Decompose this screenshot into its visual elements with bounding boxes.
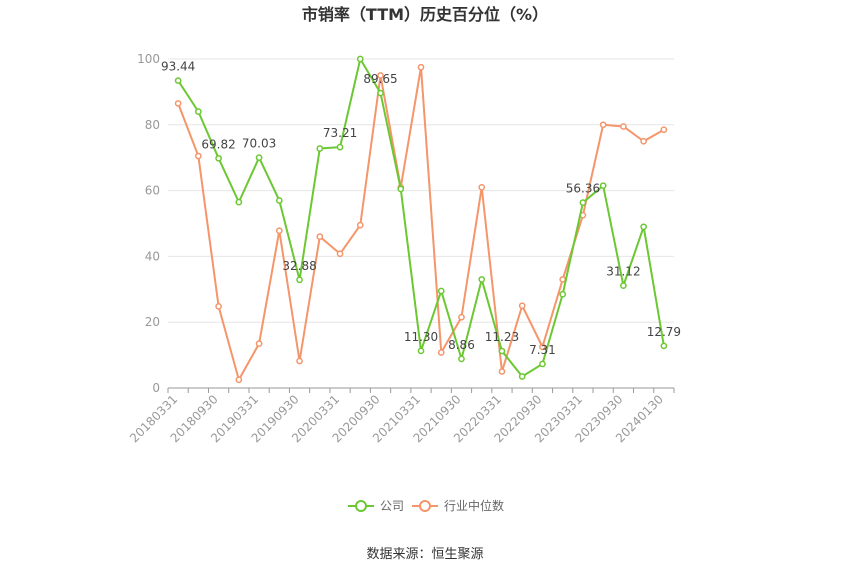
data-point[interactable] xyxy=(195,108,202,115)
data-point[interactable] xyxy=(660,126,668,134)
y-tick-label: 60 xyxy=(145,184,160,198)
legend: 公司 行业中位数 xyxy=(348,498,504,513)
series-layer xyxy=(174,55,668,384)
data-point[interactable] xyxy=(478,276,486,283)
data-point[interactable] xyxy=(316,233,324,241)
data-point[interactable] xyxy=(660,342,668,350)
data-point[interactable] xyxy=(174,100,182,107)
data-point[interactable] xyxy=(255,340,263,347)
data-point[interactable] xyxy=(235,198,243,206)
data-label: 11.23 xyxy=(485,330,519,344)
data-point[interactable] xyxy=(599,121,607,129)
legend-item-industry-median[interactable]: 行业中位数 xyxy=(412,498,504,513)
data-point[interactable] xyxy=(275,227,283,235)
data-point[interactable] xyxy=(296,357,303,365)
data-point[interactable] xyxy=(579,199,587,206)
data-point[interactable] xyxy=(458,355,465,363)
data-label: 56.36 xyxy=(566,182,600,196)
data-point[interactable] xyxy=(296,276,303,284)
data-point[interactable] xyxy=(539,360,546,368)
data-label: 31.12 xyxy=(606,265,640,279)
legend-label-industry-median: 行业中位数 xyxy=(444,498,504,513)
data-point[interactable] xyxy=(599,182,607,190)
data-point[interactable] xyxy=(336,250,344,258)
legend-marker-industry-median xyxy=(419,500,431,512)
data-point[interactable] xyxy=(640,137,647,145)
data-point[interactable] xyxy=(640,223,647,231)
data-label: 69.82 xyxy=(201,137,235,151)
data-label: 12.79 xyxy=(647,325,681,339)
y-tick-label: 100 xyxy=(137,52,160,66)
data-point[interactable] xyxy=(498,347,506,355)
source-note: 数据来源：恒生聚源 xyxy=(366,547,483,562)
data-label: 11.30 xyxy=(404,330,438,344)
data-point[interactable] xyxy=(195,152,202,160)
data-point[interactable] xyxy=(215,303,222,310)
data-point[interactable] xyxy=(356,221,364,229)
data-label: 70.03 xyxy=(242,137,276,151)
data-label: 7.31 xyxy=(529,343,556,357)
data-point[interactable] xyxy=(377,89,384,97)
data-point[interactable] xyxy=(417,63,425,71)
data-point[interactable] xyxy=(437,349,445,356)
chart-title: 市销率（TTM）历史百分位（%） xyxy=(302,5,548,24)
y-tick-label: 80 xyxy=(145,118,160,132)
data-point[interactable] xyxy=(336,143,344,151)
data-point[interactable] xyxy=(377,72,384,79)
data-point[interactable] xyxy=(458,313,465,321)
data-point[interactable] xyxy=(275,197,283,204)
data-point[interactable] xyxy=(417,347,425,355)
data-point[interactable] xyxy=(174,77,182,84)
data-label: 8.86 xyxy=(448,338,475,352)
data-label-layer: 93.44 69.82 70.03 32.88 73.21 89.65 11.30 8.86 1… xyxy=(161,60,681,357)
data-point[interactable] xyxy=(437,287,445,295)
axis-layer: 0204060801002018033120180930201903312019… xyxy=(127,52,675,445)
data-point[interactable] xyxy=(498,368,506,375)
data-label: 93.44 xyxy=(161,60,195,74)
data-point[interactable] xyxy=(316,145,324,152)
data-point[interactable] xyxy=(255,154,263,161)
data-point[interactable] xyxy=(559,276,567,283)
data-point[interactable] xyxy=(620,282,627,289)
data-point[interactable] xyxy=(235,376,243,384)
data-label: 89.65 xyxy=(363,72,397,86)
data-label: 73.21 xyxy=(323,126,357,140)
legend-label-company: 公司 xyxy=(380,499,404,513)
data-point[interactable] xyxy=(215,154,222,162)
y-tick-label: 0 xyxy=(152,381,160,395)
data-point[interactable] xyxy=(539,343,546,351)
y-tick-label: 40 xyxy=(145,249,160,263)
grid-layer xyxy=(168,58,674,323)
data-point[interactable] xyxy=(356,55,364,63)
data-point[interactable] xyxy=(518,302,526,310)
legend-item-company[interactable]: 公司 xyxy=(348,499,404,513)
data-point[interactable] xyxy=(559,290,567,298)
data-label: 32.88 xyxy=(282,259,316,273)
data-point[interactable] xyxy=(620,123,627,130)
y-tick-label: 20 xyxy=(145,315,160,329)
data-point[interactable] xyxy=(518,373,526,380)
data-point[interactable] xyxy=(397,185,405,193)
legend-marker-company xyxy=(355,500,367,512)
data-point[interactable] xyxy=(478,183,486,191)
